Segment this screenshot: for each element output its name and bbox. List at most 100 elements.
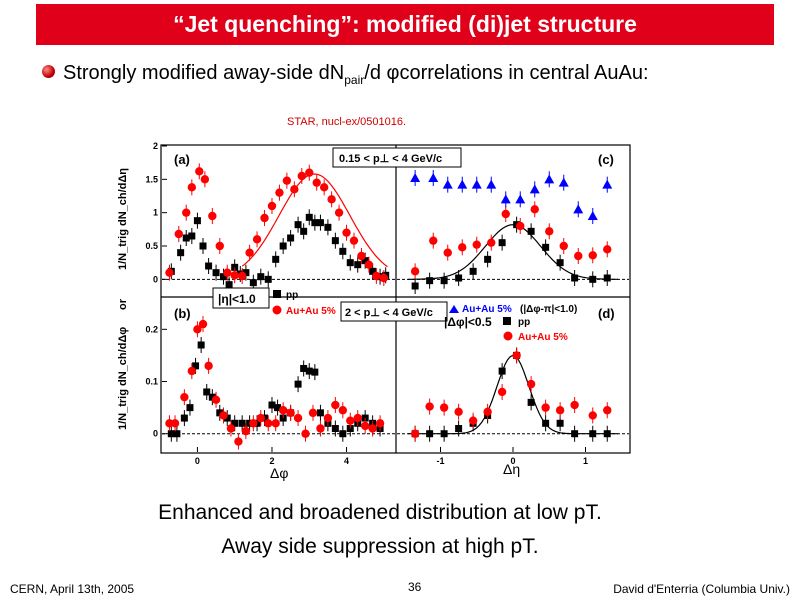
data-point-auau-d: [483, 407, 492, 417]
data-point-pp-c: [469, 267, 477, 275]
data-point-auau-c: [429, 236, 438, 245]
data-point-auau-c: [588, 251, 597, 260]
data-point-auau-b: [353, 413, 362, 423]
data-point-auau-c: [530, 205, 539, 214]
data-point-auau-tri-c: [573, 204, 584, 214]
data-point-auau-b: [331, 400, 340, 410]
data-point-pp-c: [589, 275, 597, 283]
data-point-auau-d: [425, 402, 434, 411]
data-point-pp-a: [242, 269, 250, 277]
data-point-pp-b: [316, 409, 324, 417]
pt-high-box: [340, 301, 448, 322]
legend-pp-label: pp: [286, 290, 298, 301]
data-point-pp-a: [311, 219, 319, 227]
data-point-pp-b: [294, 380, 302, 388]
data-point-pp-b: [339, 430, 347, 438]
data-point-pp-a: [264, 275, 272, 283]
data-point-pp-a: [199, 242, 207, 250]
data-point-pp-a: [212, 269, 220, 277]
data-point-auau-tri-c: [529, 184, 540, 194]
data-point-auau-a: [182, 208, 191, 217]
data-point-auau-a: [290, 185, 299, 194]
data-point-pp-c: [556, 259, 564, 267]
bullet-dot-icon: [42, 65, 55, 78]
data-point-auau-tri-c: [602, 179, 613, 189]
data-point-pp-a: [193, 217, 201, 225]
data-point-pp-a: [331, 237, 339, 245]
data-point-pp-a: [300, 227, 308, 235]
data-point-auau-a: [327, 195, 336, 204]
data-point-pp-b: [274, 404, 282, 412]
footer-right: David d'Enterria (Columbia Univ.): [613, 582, 790, 596]
data-point-auau-d: [468, 416, 478, 425]
x-tick-label-d: -1: [436, 456, 444, 466]
bullet-text-start: Strongly modified away-side dN: [63, 62, 345, 84]
data-point-auau-c: [545, 227, 554, 236]
y-axis-or: or: [117, 298, 129, 310]
data-point-pp-a: [205, 262, 213, 270]
data-point-auau-b: [170, 419, 180, 428]
data-point-auau-b: [286, 408, 295, 418]
data-point-pp-c: [571, 274, 579, 282]
data-point-auau-tri-c: [486, 179, 497, 189]
data-point-auau-b: [375, 419, 385, 428]
data-point-pp-a: [225, 281, 233, 289]
phi-cut-label: |Δφ|<0.5: [444, 315, 492, 329]
data-point-auau-b: [278, 406, 288, 415]
data-point-auau-c: [458, 243, 467, 252]
data-point-auau-b: [360, 421, 370, 431]
data-point-pp-a: [279, 242, 287, 250]
data-point-pp-d: [527, 398, 535, 406]
data-point-auau-d: [512, 351, 521, 360]
bullet-text-end: /d φcorrelations in central AuAu:: [364, 62, 649, 84]
legend-auau-label: Au+Au 5%: [286, 306, 336, 317]
panel-a-tag: (a): [174, 152, 190, 167]
data-point-auau-a: [275, 188, 284, 197]
data-point-pp-c: [426, 277, 434, 285]
data-point-pp-b: [305, 367, 313, 375]
data-point-auau-tri-c: [457, 179, 468, 189]
data-point-pp-a: [294, 221, 302, 229]
data-point-auau-c: [574, 251, 583, 261]
pt-low-box: [332, 147, 462, 168]
data-point-auau-b: [226, 424, 236, 433]
data-point-auau-tri-c: [515, 194, 526, 204]
data-point-pp-b: [238, 419, 246, 427]
data-point-pp-b: [186, 404, 194, 412]
data-point-auau-d: [588, 411, 597, 420]
fit-curve-a: [241, 173, 388, 268]
data-point-auau-a: [282, 176, 292, 185]
footer-page-number: 36: [408, 580, 422, 594]
eta-cut-box: [212, 287, 270, 309]
data-point-pp-b: [300, 364, 308, 372]
legend-pp-marker-right: [503, 317, 511, 325]
data-point-auau-d: [555, 406, 565, 415]
data-point-auau-b: [271, 419, 280, 428]
data-point-pp-c: [411, 282, 419, 290]
data-point-pp-a: [369, 267, 377, 275]
data-point-auau-a: [230, 271, 239, 280]
data-point-pp-d: [498, 367, 506, 375]
data-point-auau-b: [204, 361, 213, 371]
data-point-auau-c: [443, 248, 452, 257]
data-point-pp-a: [305, 213, 313, 221]
data-point-auau-b: [316, 424, 325, 433]
data-point-auau-b: [338, 406, 348, 415]
data-point-auau-d: [454, 407, 463, 417]
data-point-auau-a: [215, 241, 224, 251]
x-tick-label-b: 2: [269, 456, 274, 466]
y-axis-label-group: 1/N_trig dN_ch/dΔη or 1/N_trig dN_ch/dΔφ: [117, 168, 129, 430]
legend-auau-marker: [272, 305, 282, 315]
legend-pp-marker: [273, 290, 281, 298]
data-point-pp-d: [542, 419, 550, 427]
data-point-pp-c: [455, 274, 463, 282]
data-point-auau-a: [195, 167, 204, 176]
y-tick-label-b: 0.1: [145, 377, 158, 387]
panel-b-tag: (b): [174, 306, 191, 321]
y-tick-label-a: 0: [153, 274, 158, 284]
data-point-auau-d: [603, 406, 612, 415]
data-point-pp-a: [272, 255, 280, 263]
data-point-pp-d: [440, 430, 448, 438]
data-point-pp-b: [173, 430, 181, 438]
